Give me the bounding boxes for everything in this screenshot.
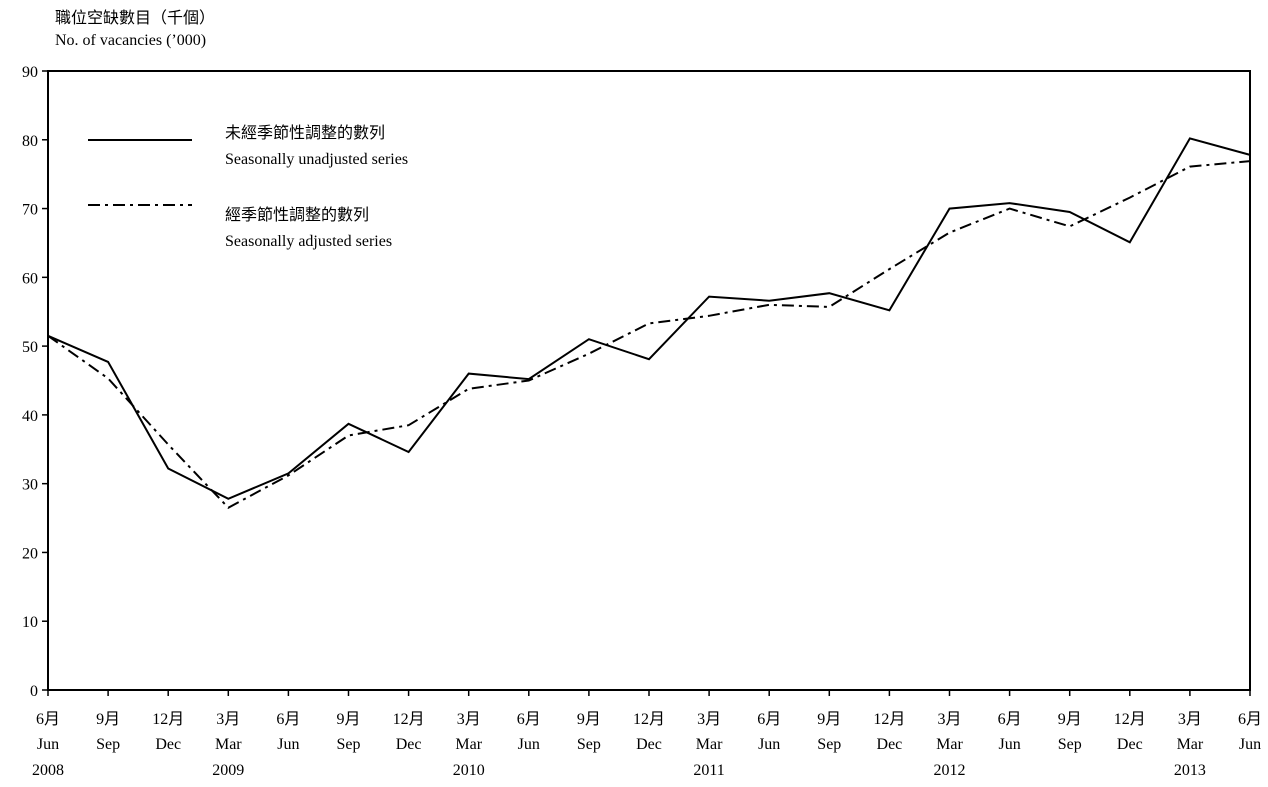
x-tick-label-zh: 6月 xyxy=(276,711,300,728)
x-tick-label-zh: 12月 xyxy=(152,711,184,728)
x-tick-label-en: Jun xyxy=(998,736,1020,753)
x-axis: 6月 Jun 2008 9月 Sep 12月 Dec 3月 Mar 2009 6月 Jun 9月 Sep 1… xyxy=(32,690,1262,779)
y-tick-label: 90 xyxy=(22,64,38,81)
y-tick-label: 0 xyxy=(30,683,38,700)
x-tick-label-zh: 3月 xyxy=(457,711,481,728)
x-tick-label-en: Mar xyxy=(1177,736,1204,753)
y-tick-label: 40 xyxy=(22,408,38,425)
x-tick-label-en: Jun xyxy=(37,736,59,753)
x-tick-label-zh: 6月 xyxy=(517,711,541,728)
x-tick-label-en: Sep xyxy=(817,736,841,753)
x-tick-label-en: Sep xyxy=(96,736,120,753)
x-tick-label-zh: 6月 xyxy=(1238,711,1262,728)
x-tick-label-year: 2008 xyxy=(32,762,64,779)
x-tick-label-zh: 3月 xyxy=(697,711,721,728)
x-tick-label-year: 2013 xyxy=(1174,762,1206,779)
x-tick-label-en: Dec xyxy=(1117,736,1143,753)
x-tick-label-zh: 9月 xyxy=(817,711,841,728)
x-tick-label-zh: 12月 xyxy=(633,711,665,728)
y-tick-label: 30 xyxy=(22,477,38,494)
legend-label-unadjusted-en: Seasonally unadjusted series xyxy=(225,151,408,168)
y-tick-label: 70 xyxy=(22,202,38,219)
x-tick-label-zh: 9月 xyxy=(336,711,360,728)
x-tick-label-en: Mar xyxy=(455,736,482,753)
y-tick-label: 60 xyxy=(22,270,38,287)
x-tick-label-zh: 9月 xyxy=(577,711,601,728)
x-tick-label-zh: 3月 xyxy=(216,711,240,728)
legend: 未經季節性調整的數列 Seasonally unadjusted series … xyxy=(88,124,408,250)
y-axis-title-en: No. of vacancies (’000) xyxy=(55,32,207,49)
y-axis: 0 10 20 30 40 50 60 70 80 90 xyxy=(22,64,48,700)
legend-label-adjusted-zh: 經季節性調整的數列 xyxy=(225,206,369,224)
x-tick-label-en: Dec xyxy=(155,736,181,753)
x-tick-label-year: 2012 xyxy=(934,762,966,779)
y-tick-label: 80 xyxy=(22,133,38,150)
series-layer xyxy=(47,137,1251,509)
x-tick-label-zh: 6月 xyxy=(757,711,781,728)
x-tick-label-zh: 12月 xyxy=(1114,711,1146,728)
x-tick-label-en: Sep xyxy=(337,736,361,753)
y-tick-label: 50 xyxy=(22,339,38,356)
x-tick-label-en: Jun xyxy=(518,736,540,753)
y-tick-label: 10 xyxy=(22,614,38,631)
x-tick-label-zh: 6月 xyxy=(998,711,1022,728)
x-tick-label-year: 2011 xyxy=(693,762,724,779)
series-line-unadjusted xyxy=(47,137,1251,500)
x-tick-label-en: Jun xyxy=(758,736,780,753)
x-tick-label-year: 2010 xyxy=(453,762,485,779)
x-tick-label-year: 2009 xyxy=(212,762,244,779)
x-tick-label-zh: 12月 xyxy=(873,711,905,728)
x-tick-label-en: Dec xyxy=(396,736,422,753)
x-tick-label-en: Mar xyxy=(696,736,723,753)
x-tick-label-en: Dec xyxy=(636,736,662,753)
x-tick-label-zh: 12月 xyxy=(393,711,425,728)
y-tick-label: 20 xyxy=(22,545,38,562)
x-tick-label-en: Jun xyxy=(277,736,299,753)
x-tick-label-en: Mar xyxy=(936,736,963,753)
x-tick-label-zh: 6月 xyxy=(36,711,60,728)
x-tick-label-zh: 3月 xyxy=(937,711,961,728)
x-tick-label-zh: 3月 xyxy=(1178,711,1202,728)
x-tick-label-en: Sep xyxy=(1058,736,1082,753)
y-axis-title: 職位空缺數目（千個） No. of vacancies (’000) xyxy=(55,8,215,52)
x-tick-label-zh: 9月 xyxy=(96,711,120,728)
y-axis-title-zh: 職位空缺數目（千個） xyxy=(55,10,216,27)
x-tick-label-en: Sep xyxy=(577,736,601,753)
legend-label-unadjusted-zh: 未經季節性調整的數列 xyxy=(225,124,385,142)
x-tick-label-en: Jun xyxy=(1239,736,1261,753)
x-tick-label-zh: 9月 xyxy=(1058,711,1082,728)
legend-label-adjusted-en: Seasonally adjusted series xyxy=(225,233,392,250)
x-tick-label-en: Dec xyxy=(877,736,903,753)
x-tick-label-en: Mar xyxy=(215,736,242,753)
